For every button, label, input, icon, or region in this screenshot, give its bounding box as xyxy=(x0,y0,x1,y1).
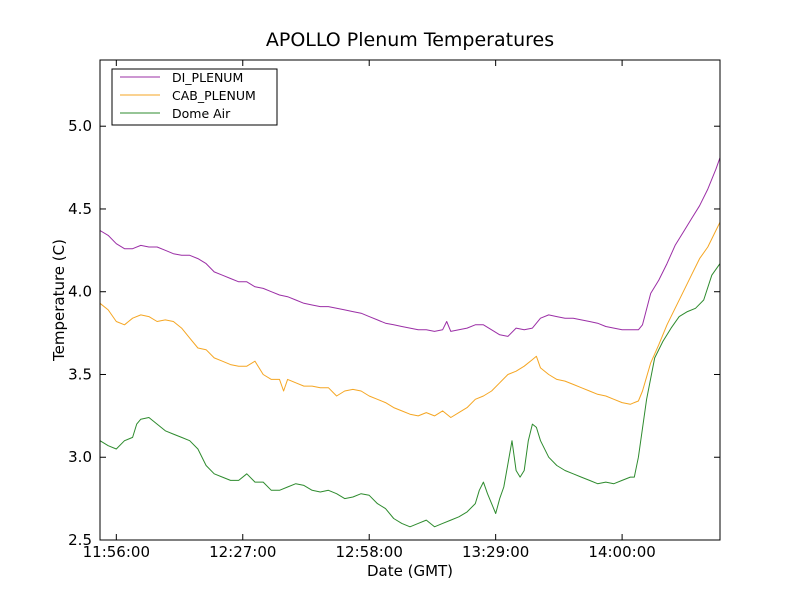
y-axis-label: Temperature (C) xyxy=(50,239,68,362)
x-axis-label: Date (GMT) xyxy=(367,562,453,580)
x-tick-label: 14:00:00 xyxy=(588,543,655,561)
plot-frame xyxy=(99,59,721,541)
y-tick-label: 2.5 xyxy=(68,531,92,549)
y-tick-label: 4.0 xyxy=(68,283,92,301)
series-layer xyxy=(99,157,721,528)
chart-title: APOLLO Plenum Temperatures xyxy=(266,29,554,51)
legend-label: Dome Air xyxy=(172,106,231,121)
x-tick-label: 13:29:00 xyxy=(462,543,529,561)
series-line-dome-air xyxy=(99,263,721,528)
y-tick-label: 4.5 xyxy=(68,200,92,218)
y-tick-label: 3.5 xyxy=(68,365,92,383)
y-tick-label: 3.0 xyxy=(68,448,92,466)
legend-label: DI_PLENUM xyxy=(172,70,243,85)
ticks-layer: 11:56:00 12:27:00 12:58:00 13:29:00 14:00:00… xyxy=(68,60,720,561)
series-line-cab-plenum xyxy=(99,221,721,418)
series-line-di-plenum xyxy=(99,157,721,337)
x-tick-label: 12:58:00 xyxy=(336,543,403,561)
x-tick-label: 11:56:00 xyxy=(83,543,150,561)
legend-label: CAB_PLENUM xyxy=(172,88,256,103)
legend-box xyxy=(111,68,278,126)
y-tick-label: 5.0 xyxy=(68,117,92,135)
x-tick-label: 12:27:00 xyxy=(209,543,276,561)
legend: DI_PLENUM CAB_PLENUM Dome Air xyxy=(111,68,278,126)
